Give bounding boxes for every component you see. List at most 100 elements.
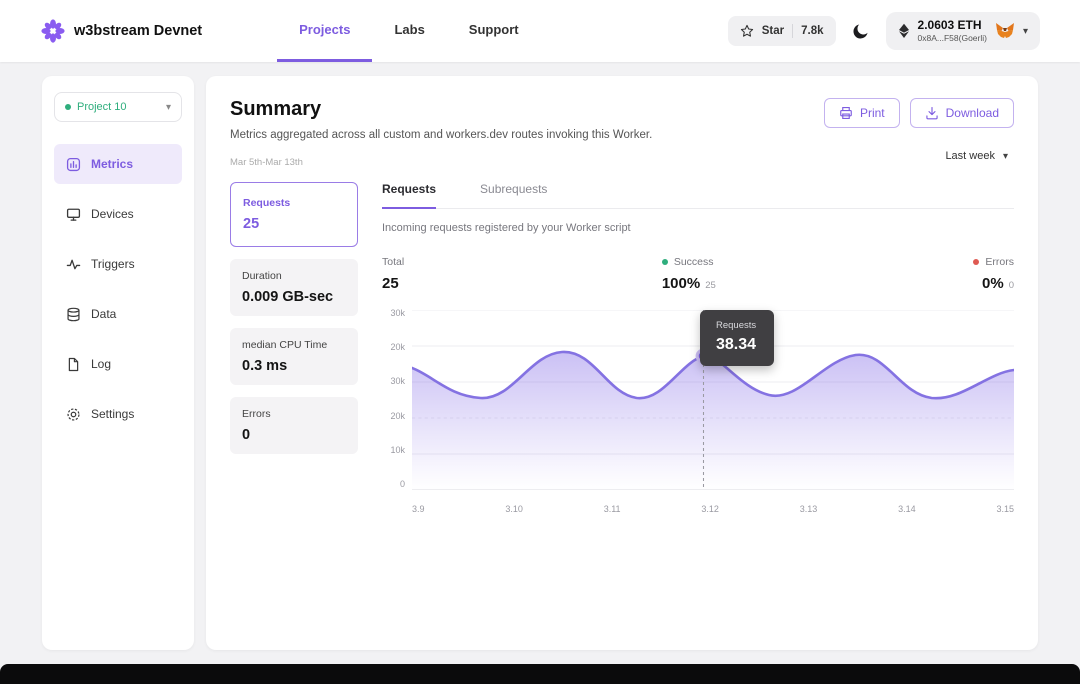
stat-errors: Errors 0% 0 <box>973 256 1014 292</box>
stat-success: Success 100% 25 <box>661 256 716 292</box>
footer-bar <box>0 664 1080 684</box>
tooltip-value: 38.34 <box>716 336 757 353</box>
brand[interactable]: w3bstream Devnet <box>40 18 202 44</box>
tab-requests-label: Requests <box>382 182 437 196</box>
chart-tooltip: Requests 38.34 <box>700 310 774 366</box>
period-select[interactable]: Last week ▾ <box>939 146 1014 166</box>
x-tick: 3.10 <box>505 504 523 514</box>
wallet-balance: 2.0603 ETH <box>917 18 982 33</box>
x-tick: 3.12 <box>701 504 719 514</box>
nav-item-projects[interactable]: Projects <box>277 0 373 62</box>
print-button[interactable]: Print <box>823 98 900 128</box>
sidebar-item-data[interactable]: Data <box>54 294 182 334</box>
success-dot <box>661 259 668 265</box>
main-header-right: Print Download Last week ▾ <box>823 98 1014 166</box>
github-star-button[interactable]: Star 7.8k <box>727 16 836 46</box>
metric-value: 0.3 ms <box>242 358 288 374</box>
x-tick: 3.9 <box>412 504 425 514</box>
moon-icon <box>852 24 868 39</box>
w3bstream-logo-icon <box>40 18 66 44</box>
y-tick: 30k <box>390 308 405 318</box>
x-tick: 3.14 <box>898 504 916 514</box>
tooltip-label: Requests <box>716 320 757 331</box>
stats-row: Total 25 Success 100% 25 <box>382 256 1014 292</box>
tab-subrequests-label: Subrequests <box>480 182 548 196</box>
download-button-label: Download <box>945 106 999 120</box>
nav-item-labs-label: Labs <box>394 22 425 37</box>
metric-label: Requests <box>243 197 291 209</box>
metric-card-requests[interactable]: Requests 25 <box>230 182 358 247</box>
project-status-dot <box>65 104 71 110</box>
main-header-left: Summary Metrics aggregated across all cu… <box>230 98 652 168</box>
sidebar-item-settings[interactable]: Settings <box>54 394 182 434</box>
metric-label: Duration <box>242 270 282 282</box>
metric-card-cpu-time[interactable]: median CPU Time 0.3 ms <box>230 328 358 385</box>
period-select-value: Last week <box>945 150 995 162</box>
chevron-down-icon: ▾ <box>165 101 171 113</box>
x-tick: 3.11 <box>603 504 621 514</box>
metric-value: 0 <box>242 427 251 443</box>
sidebar: Project 10 ▾ Metrics Devices Tri <box>42 76 194 650</box>
tab-subrequests[interactable]: Subrequests <box>480 182 547 209</box>
chart-y-axis: 30k 20k 30k 20k 10k 0 <box>382 308 412 490</box>
tab-requests[interactable]: Requests <box>382 182 437 209</box>
stat-success-count: 25 <box>705 280 716 291</box>
metric-card-errors[interactable]: Errors 0 <box>230 397 358 454</box>
nav-item-labs[interactable]: Labs <box>372 0 446 62</box>
print-button-label: Print <box>859 106 885 120</box>
sidebar-item-metrics[interactable]: Metrics <box>54 144 182 184</box>
metamask-fox-icon <box>995 23 1014 38</box>
x-tick: 3.15 <box>996 504 1014 514</box>
chevron-down-icon: ▾ <box>1002 150 1008 162</box>
stat-success-pct: 100% <box>661 275 701 292</box>
sidebar-item-label: Metrics <box>91 157 134 171</box>
y-tick: 10k <box>390 444 405 455</box>
star-icon <box>740 24 753 37</box>
main-panel: Summary Metrics aggregated across all cu… <box>206 76 1038 650</box>
stat-total: Total 25 <box>382 256 404 292</box>
chevron-down-icon: ▾ <box>1022 25 1028 37</box>
nav-item-support[interactable]: Support <box>447 0 541 62</box>
main-body: Requests 25 Duration 0.009 GB-sec median… <box>230 182 1014 514</box>
nav-right-cluster: Star 7.8k 2.0603 ETH 0x8A...F58(Goerli) <box>727 12 1040 50</box>
sidebar-item-triggers[interactable]: Triggers <box>54 244 182 284</box>
main-nav: Projects Labs Support <box>277 0 540 62</box>
chart-plot-area[interactable] <box>412 310 1014 490</box>
sidebar-item-label: Data <box>91 307 117 321</box>
chart-section: Requests Subrequests Incoming requests r… <box>382 182 1014 514</box>
database-icon <box>67 307 80 321</box>
download-icon <box>925 107 938 120</box>
chart-tabs: Requests Subrequests <box>382 182 1014 209</box>
stat-errors-label: Errors <box>985 256 1014 268</box>
stat-errors-count: 0 <box>1008 280 1014 291</box>
stat-errors-pct: 0% <box>982 275 1004 292</box>
sidebar-item-devices[interactable]: Devices <box>54 194 182 234</box>
wallet-texts: 2.0603 ETH 0x8A...F58(Goerli) <box>918 18 987 44</box>
top-navbar: w3bstream Devnet Projects Labs Support S… <box>0 0 1080 62</box>
download-button[interactable]: Download <box>909 98 1014 128</box>
metric-card-duration[interactable]: Duration 0.009 GB-sec <box>230 259 358 316</box>
document-icon <box>68 357 79 371</box>
metric-value: 25 <box>243 216 260 232</box>
gear-icon <box>67 407 80 421</box>
sidebar-menu: Metrics Devices Triggers Data <box>54 144 182 434</box>
tab-description: Incoming requests registered by your Wor… <box>382 222 631 234</box>
y-tick: 20k <box>390 410 405 421</box>
project-selector-label: Project 10 <box>77 101 127 113</box>
header-actions: Print Download <box>823 98 1014 128</box>
star-label: Star <box>761 25 785 37</box>
star-count: 7.8k <box>801 25 824 37</box>
wallet-button[interactable]: 2.0603 ETH 0x8A...F58(Goerli) ▾ <box>885 12 1040 50</box>
dark-mode-toggle[interactable] <box>852 22 870 40</box>
sidebar-item-label: Log <box>91 357 112 371</box>
star-divider <box>792 24 794 38</box>
nav-item-projects-label: Projects <box>299 22 351 37</box>
metric-cards: Requests 25 Duration 0.009 GB-sec median… <box>230 182 358 514</box>
stat-total-label: Total <box>382 256 405 268</box>
eth-icon <box>898 23 909 38</box>
main-header: Summary Metrics aggregated across all cu… <box>230 98 1014 168</box>
y-tick: 30k <box>390 376 405 387</box>
project-selector[interactable]: Project 10 ▾ <box>54 92 182 122</box>
sidebar-item-log[interactable]: Log <box>54 344 182 384</box>
stat-total-value: 25 <box>382 275 399 292</box>
